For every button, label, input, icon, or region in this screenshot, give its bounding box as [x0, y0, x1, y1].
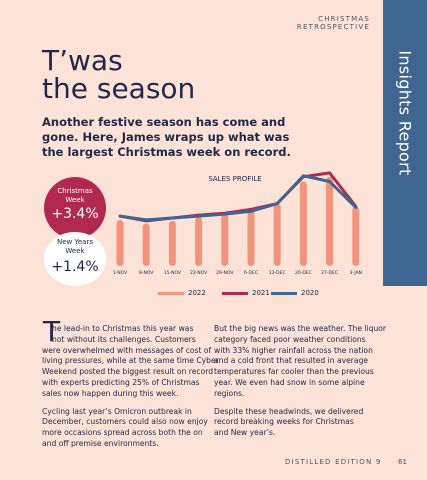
bar-2022-20-DEC [299, 181, 307, 266]
intro-line: the largest Christmas week on record. [42, 145, 291, 159]
bar-2022-29-NOV [221, 214, 229, 266]
x-tick-label: 29-NOV [216, 271, 234, 276]
bar-2022-27-DEC [326, 176, 334, 266]
article-title: T’was the season [42, 47, 272, 103]
paragraph: Cycling last year’s Omicron outbreak in … [42, 406, 208, 448]
christmas-week-stat: Christmas Week +3.4% [44, 177, 106, 239]
sales-profile-chart [116, 171, 360, 266]
legend-swatch [222, 291, 248, 295]
legend-label: 2021 [252, 289, 270, 297]
bar-2022-13-DEC [273, 203, 281, 266]
stat-label: Christmas Week [57, 187, 93, 204]
x-tick-label: 15-NOV [163, 271, 182, 276]
legend-swatch [158, 291, 184, 295]
body-column-right: But the big news was the weather. The li… [214, 324, 387, 446]
title-line: T’was [42, 44, 123, 77]
side-tab [383, 0, 427, 286]
intro-line: gone. Here, James wraps up what was [42, 130, 290, 144]
stat-value: +1.4% [51, 259, 99, 275]
x-tick-label: 3-JAN [349, 271, 363, 276]
x-tick-label: 6-DEC [244, 271, 258, 276]
stat-value: +3.4% [51, 206, 99, 222]
legend-item-2020: 2020 [271, 289, 319, 297]
legend-label: 2022 [188, 289, 206, 297]
title-line: the season [42, 72, 196, 105]
bar-2022-3-JAN [352, 206, 360, 266]
bar-2022-6-DEC [247, 210, 255, 266]
section-label: CHRISTMAS RETROSPECTIVE [296, 15, 370, 31]
new-years-week-stat: New Years Week +1.4% [44, 232, 106, 286]
legend-swatch [271, 291, 297, 295]
bar-2022-15-NOV [168, 220, 176, 266]
stat-label: New Years Week [57, 238, 93, 255]
bar-2022-1-NOV [116, 219, 124, 266]
article-intro: Another festive season has come and gone… [42, 115, 292, 160]
body-column-left: he lead-in to Christmas this year was no… [42, 324, 219, 457]
legend-item-2021: 2021 [222, 289, 270, 297]
intro-line: Another festive season has come and [42, 115, 286, 129]
legend-item-2022: 2022 [158, 289, 206, 297]
paragraph: But the big news was the weather. The li… [214, 324, 387, 398]
line-series-2020 [118, 174, 358, 222]
legend-label: 2020 [301, 289, 319, 297]
edition-label: DISTILLED EDITION 9 [285, 458, 382, 466]
bar-2022-8-NOV [142, 223, 150, 266]
x-tick-label: 1-NOV [112, 271, 128, 276]
chart-title: SALES PROFILE [208, 175, 262, 183]
x-tick-label: 8-NOV [138, 271, 154, 276]
paragraph: Despite these headwinds, we delivered re… [214, 406, 364, 438]
x-tick-label: 22-NOV [189, 271, 208, 276]
page-number: 61 [398, 458, 407, 466]
bar-2022-22-NOV [195, 217, 203, 266]
paragraph: he lead-in to Christmas this year was no… [42, 324, 219, 398]
x-tick-label: 27-DEC [321, 271, 338, 276]
x-tick-label: 20-DEC [294, 271, 312, 276]
dropcap: T [43, 315, 61, 348]
x-tick-label: 13-DEC [268, 271, 286, 276]
